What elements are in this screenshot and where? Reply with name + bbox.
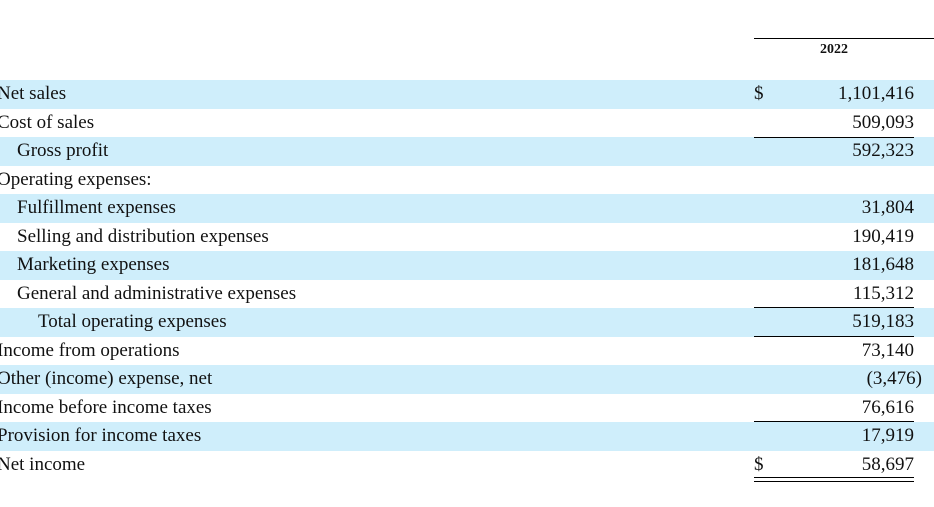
table-row-other-income-expense: Other (income) expense, net (3,476) xyxy=(0,365,934,394)
table-row-cost-of-sales: Cost of sales 509,093 xyxy=(0,109,934,138)
column-header-year: 2022 xyxy=(820,42,848,57)
row-value: 1,101,416 xyxy=(838,83,914,104)
table-row-income-before-taxes: Income before income taxes 76,616 xyxy=(0,394,934,423)
table-row-fulfillment-expenses: Fulfillment expenses 31,804 xyxy=(0,194,934,223)
row-value: 115,312 xyxy=(852,282,914,304)
row-label: Net sales xyxy=(0,83,67,104)
row-label: Net income xyxy=(0,453,86,475)
row-value: 592,323 xyxy=(852,140,914,161)
row-label: Marketing expenses xyxy=(17,254,170,275)
row-value: 76,616 xyxy=(861,396,914,418)
row-value: 58,697 xyxy=(861,453,914,475)
table-row-marketing-expenses: Marketing expenses 181,648 xyxy=(0,251,934,280)
row-value: 31,804 xyxy=(861,197,914,218)
row-label: Income from operations xyxy=(0,339,180,361)
table-row-net-income: Net income $ 58,697 xyxy=(0,451,934,480)
row-value: 519,183 xyxy=(852,311,914,332)
table-row-gross-profit: Gross profit 592,323 xyxy=(0,137,934,166)
subtotal-rule xyxy=(754,137,914,138)
row-label: Income before income taxes xyxy=(0,396,212,418)
row-value: 17,919 xyxy=(861,425,914,446)
currency-symbol: $ xyxy=(754,83,764,104)
total-double-rule xyxy=(754,477,914,482)
row-label: Other (income) expense, net xyxy=(0,368,213,389)
row-label: Fulfillment expenses xyxy=(17,197,176,218)
row-value: 181,648 xyxy=(852,254,914,275)
column-header-rule xyxy=(754,38,934,39)
row-value: 73,140 xyxy=(861,339,914,361)
subtotal-rule xyxy=(754,307,914,308)
table-row-net-sales: Net sales $ 1,101,416 xyxy=(0,80,934,109)
table-row-income-from-operations: Income from operations 73,140 xyxy=(0,337,934,366)
table-row-selling-distribution-expenses: Selling and distribution expenses 190,41… xyxy=(0,223,934,252)
row-label: General and administrative expenses xyxy=(17,282,297,304)
row-label: Total operating expenses xyxy=(38,311,227,332)
row-label: Operating expenses: xyxy=(0,168,152,190)
table-row-total-operating-expenses: Total operating expenses 519,183 xyxy=(0,308,934,337)
table-row-general-administrative-expenses: General and administrative expenses 115,… xyxy=(0,280,934,309)
subtotal-rule xyxy=(754,336,914,337)
currency-symbol: $ xyxy=(754,453,764,475)
table-row-provision-income-taxes: Provision for income taxes 17,919 xyxy=(0,422,934,451)
row-label: Selling and distribution expenses xyxy=(17,225,269,247)
row-value: 190,419 xyxy=(852,225,914,247)
row-label: Cost of sales xyxy=(0,111,95,133)
subtotal-rule xyxy=(754,421,914,422)
row-value: 509,093 xyxy=(852,111,914,133)
table-row-operating-expenses-heading: Operating expenses: xyxy=(0,166,934,195)
row-label: Gross profit xyxy=(17,140,109,161)
row-label: Provision for income taxes xyxy=(0,425,202,446)
row-value: (3,476) xyxy=(866,368,922,389)
income-statement-table: Net sales $ 1,101,416 Cost of sales 509,… xyxy=(0,80,934,482)
